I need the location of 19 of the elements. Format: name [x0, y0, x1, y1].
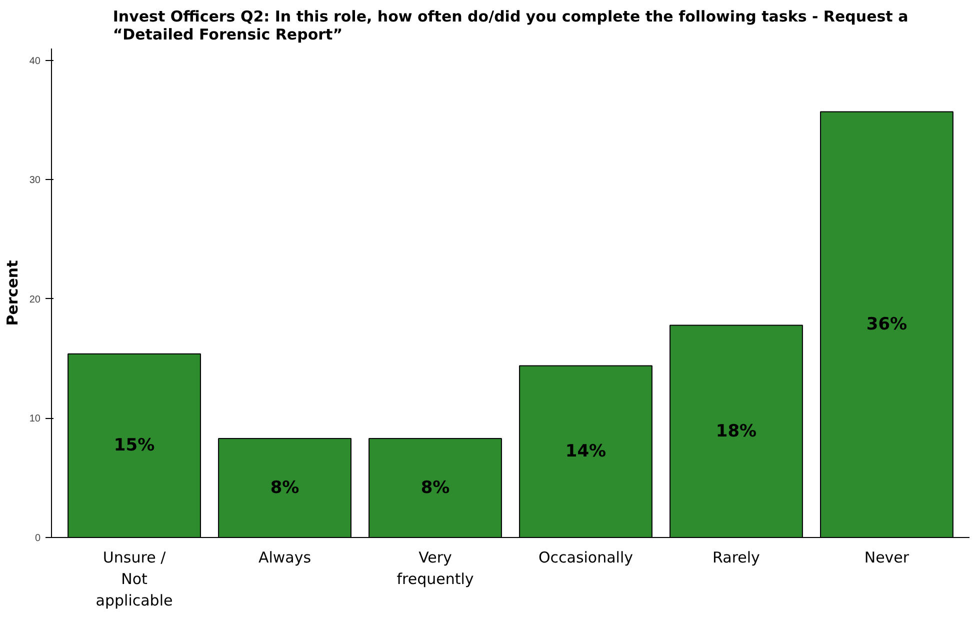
x-tick-label: Occasionally	[538, 548, 634, 566]
data-label: 8%	[270, 478, 300, 498]
y-tick-label: 40	[29, 56, 41, 67]
y-tick-label: 20	[29, 294, 41, 306]
y-axis-title: Percent	[3, 260, 22, 326]
y-tick-label: 10	[29, 414, 41, 425]
x-tick-label: Very frequently	[396, 548, 474, 588]
chart-title: Invest Officers Q2: In this role, how often do/did you complete the following tasks - Request a “Detailed Forensic Report”	[112, 8, 908, 44]
x-tick-label: Always	[258, 548, 312, 566]
data-label: 36%	[866, 314, 908, 335]
x-tick-label: Never	[864, 548, 910, 566]
x-tick-label: Unsure / Not applicable	[96, 548, 173, 610]
data-label: 8%	[420, 478, 450, 498]
y-tick-label: 0	[34, 533, 41, 544]
data-label: 14%	[565, 442, 606, 462]
data-label: 18%	[716, 421, 757, 442]
x-tick-label: Rarely	[712, 548, 760, 566]
y-tick-label: 30	[29, 175, 41, 186]
data-label: 15%	[114, 436, 155, 456]
